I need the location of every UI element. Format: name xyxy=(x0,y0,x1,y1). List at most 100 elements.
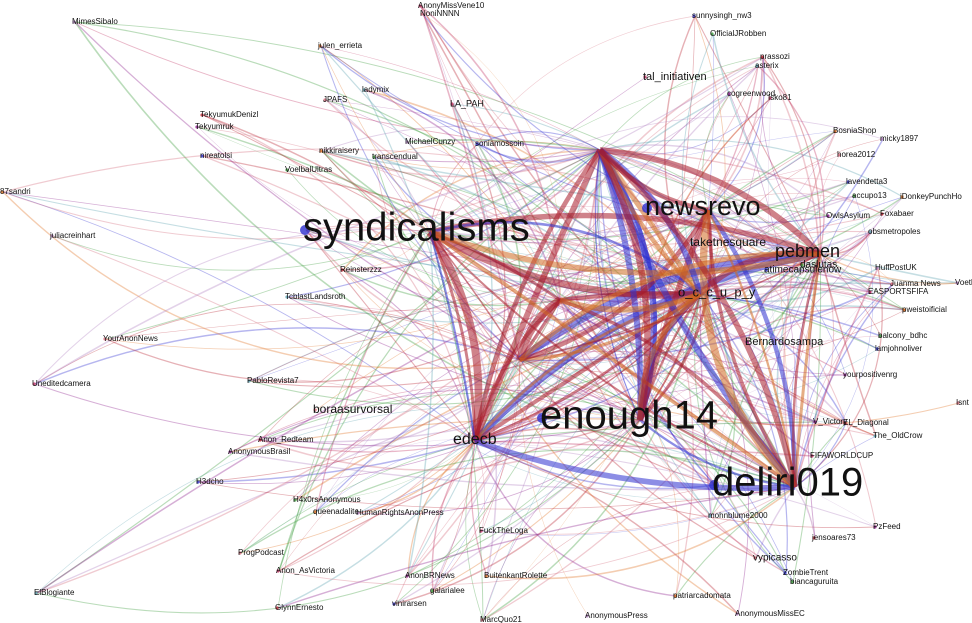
edge xyxy=(36,299,561,594)
node-dot xyxy=(50,234,54,238)
edge xyxy=(358,419,641,515)
node-label: 87sandri xyxy=(0,187,31,196)
node-label: BosniaShop xyxy=(833,126,877,135)
edge xyxy=(794,283,894,488)
node-dot xyxy=(323,98,327,102)
node-dot xyxy=(585,614,589,618)
edge xyxy=(105,299,561,383)
node-dot xyxy=(868,230,872,234)
node-label: GlynnErnesto xyxy=(275,603,324,612)
node-label: taketnesquare xyxy=(690,235,766,249)
node-dot xyxy=(708,514,712,518)
edge xyxy=(559,299,787,574)
edge xyxy=(374,149,601,163)
node-label: daslutas xyxy=(800,260,837,271)
node-label: AnonymousMissEC xyxy=(735,609,805,618)
node-label: EL_Diagonal xyxy=(843,418,889,427)
edge xyxy=(596,149,716,486)
edge xyxy=(230,388,796,488)
edge xyxy=(320,45,521,361)
node-dot xyxy=(430,589,434,593)
edge xyxy=(474,440,485,532)
node-label: pweistoificial xyxy=(902,305,947,314)
edge xyxy=(712,33,821,255)
node-dot xyxy=(709,480,719,490)
node-label: obsmetropoles xyxy=(868,227,920,236)
node-dot xyxy=(846,180,850,184)
edge xyxy=(52,231,431,271)
hub-edge xyxy=(599,146,823,257)
node-label: ZombieTrent xyxy=(783,568,829,577)
edge xyxy=(794,435,877,488)
edge xyxy=(321,150,561,301)
edge xyxy=(599,56,764,151)
node-dot xyxy=(200,113,204,117)
edge xyxy=(762,56,821,255)
edge xyxy=(639,15,726,421)
node-dot xyxy=(760,55,764,59)
edge xyxy=(305,229,476,442)
edge xyxy=(710,253,821,517)
edge xyxy=(707,193,884,215)
node-label: newsrevo xyxy=(645,191,761,221)
hub-edge xyxy=(699,209,798,490)
node-label: mohnblume2000 xyxy=(708,511,768,520)
node-label: H4x0rsAnonymous xyxy=(293,495,361,504)
edge xyxy=(278,486,796,586)
edge xyxy=(481,293,701,532)
node-dot xyxy=(475,142,479,146)
node-label: prassozi xyxy=(760,52,790,61)
node-dot xyxy=(356,511,360,515)
node-dot xyxy=(753,556,757,560)
node-dot xyxy=(293,498,297,502)
edge xyxy=(699,285,906,311)
node-dot xyxy=(878,334,882,338)
hub-edge xyxy=(519,292,701,362)
node-label: JPAFS xyxy=(323,95,347,104)
edge xyxy=(2,191,476,442)
node-dot xyxy=(300,225,310,235)
edge xyxy=(315,209,709,411)
node-dot xyxy=(813,420,817,424)
edge xyxy=(794,267,879,488)
edge xyxy=(321,150,431,233)
node-dot xyxy=(775,250,779,254)
edge xyxy=(474,440,677,597)
node-label: PzFeed xyxy=(873,522,901,531)
edge xyxy=(342,231,431,271)
edge xyxy=(432,359,521,592)
edge xyxy=(639,419,877,528)
edge xyxy=(277,486,796,609)
node-label: AnonyMissVene10 xyxy=(418,1,485,10)
node-label: Juanma News xyxy=(890,279,941,288)
edge xyxy=(429,65,759,233)
edge xyxy=(407,231,434,577)
edge xyxy=(36,209,709,594)
node-label: balcony_bdhc xyxy=(878,331,927,340)
edge xyxy=(305,229,521,361)
node-label: Tekyumruk xyxy=(195,122,235,131)
node-dot xyxy=(745,340,749,344)
edge xyxy=(240,440,476,554)
node-dot xyxy=(810,454,814,458)
node-label: AnonBRNews xyxy=(405,571,455,580)
edge xyxy=(374,156,521,361)
node-dot xyxy=(405,140,409,144)
node-label: PabloRevista7 xyxy=(247,376,299,385)
edge xyxy=(707,56,765,211)
node-label: VoelbalUltras xyxy=(285,165,332,174)
edge xyxy=(477,131,601,151)
edge xyxy=(794,195,874,488)
node-label: deliri019 xyxy=(712,461,863,505)
node-dot xyxy=(826,214,830,218)
node-dot xyxy=(32,382,36,386)
edge xyxy=(465,359,521,621)
node-dot xyxy=(247,379,251,383)
node-dot xyxy=(843,421,847,425)
edge xyxy=(455,439,796,500)
edge xyxy=(599,139,904,198)
edge xyxy=(240,440,476,554)
